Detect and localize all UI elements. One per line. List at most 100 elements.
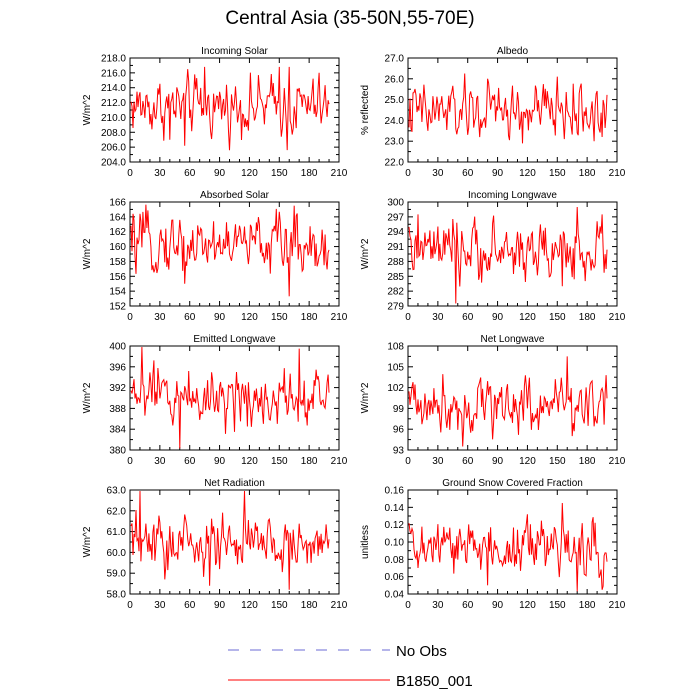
- y-axis-label-albedo: % reflected: [360, 85, 371, 135]
- x-tick-label: 90: [492, 600, 504, 611]
- y-axis-label-net-longwave: W/m^2: [360, 382, 371, 413]
- y-tick-label: 300: [387, 198, 404, 209]
- legend-label-b1850-001: B1850_001: [396, 673, 473, 690]
- series-line-b1850-001-incoming-longwave: [408, 206, 608, 304]
- y-tick-label: 216.0: [101, 68, 126, 79]
- panel-title-incoming-solar: Incoming Solar: [201, 46, 268, 57]
- x-tick-label: 180: [301, 312, 318, 323]
- panel-title-absorbed-solar: Absorbed Solar: [200, 190, 270, 201]
- y-tick-label: 164: [109, 212, 126, 223]
- y-tick-label: 208.0: [101, 128, 126, 139]
- x-tick-label: 30: [432, 456, 444, 467]
- y-tick-label: 282: [387, 287, 404, 298]
- x-tick-label: 0: [405, 456, 411, 467]
- x-tick-label: 120: [519, 168, 536, 179]
- panel-title-net-longwave: Net Longwave: [481, 334, 545, 345]
- series-line-b1850-001-absorbed-solar: [130, 204, 330, 297]
- figure-title: Central Asia (35-50N,55-70E): [225, 8, 475, 29]
- y-tick-label: 105: [387, 362, 404, 373]
- y-tick-label: 152: [109, 302, 126, 313]
- panel-title-incoming-longwave: Incoming Longwave: [468, 190, 557, 201]
- y-tick-label: 62.0: [107, 506, 127, 517]
- x-tick-label: 210: [609, 456, 626, 467]
- y-tick-label: 25.0: [385, 95, 405, 106]
- panel-title-net-radiation: Net Radiation: [204, 478, 265, 489]
- y-tick-label: 96: [393, 425, 405, 436]
- x-tick-label: 30: [432, 168, 444, 179]
- x-tick-label: 150: [271, 456, 288, 467]
- y-tick-label: 0.14: [385, 503, 405, 514]
- y-tick-label: 392: [109, 383, 126, 394]
- x-tick-label: 180: [579, 600, 596, 611]
- x-tick-label: 0: [405, 600, 411, 611]
- x-tick-label: 150: [549, 456, 566, 467]
- y-tick-label: 158: [109, 257, 126, 268]
- y-tick-label: 291: [387, 242, 404, 253]
- y-tick-label: 0.12: [385, 520, 405, 531]
- y-tick-label: 61.0: [107, 527, 127, 538]
- y-tick-label: 0.06: [385, 572, 405, 583]
- y-tick-label: 160: [109, 242, 126, 253]
- y-tick-label: 285: [387, 272, 404, 283]
- x-tick-label: 0: [405, 312, 411, 323]
- x-tick-label: 210: [331, 168, 348, 179]
- x-tick-label: 30: [432, 600, 444, 611]
- series-line-b1850-001-emitted-longwave: [130, 346, 330, 449]
- y-tick-label: 388: [109, 404, 126, 415]
- x-tick-label: 120: [241, 312, 258, 323]
- x-tick-label: 90: [492, 312, 504, 323]
- series-line-b1850-001-albedo: [408, 73, 608, 144]
- y-tick-label: 63.0: [107, 486, 127, 497]
- y-tick-label: 22.0: [385, 158, 405, 169]
- x-tick-label: 150: [271, 600, 288, 611]
- y-tick-label: 384: [109, 425, 126, 436]
- x-tick-label: 180: [301, 600, 318, 611]
- y-tick-label: 60.0: [107, 548, 127, 559]
- y-tick-label: 102: [387, 383, 404, 394]
- x-tick-label: 120: [241, 456, 258, 467]
- y-tick-label: 279: [387, 302, 404, 313]
- plot-frame-emitted-longwave: [129, 345, 340, 451]
- y-tick-label: 218.0: [101, 54, 126, 65]
- x-tick-label: 90: [214, 456, 226, 467]
- x-tick-label: 90: [492, 168, 504, 179]
- x-tick-label: 180: [579, 456, 596, 467]
- y-tick-label: 166: [109, 198, 126, 209]
- y-tick-label: 396: [109, 362, 126, 373]
- panel-title-ground-snow-covered-fraction: Ground Snow Covered Fraction: [442, 478, 583, 489]
- x-tick-label: 210: [609, 600, 626, 611]
- y-tick-label: 0.16: [385, 486, 405, 497]
- x-tick-label: 120: [241, 600, 258, 611]
- x-tick-label: 0: [127, 600, 133, 611]
- y-tick-label: 93: [393, 446, 405, 457]
- y-axis-label-net-radiation: W/m^2: [82, 526, 93, 557]
- x-tick-label: 90: [214, 168, 226, 179]
- x-tick-label: 180: [579, 312, 596, 323]
- x-tick-label: 120: [519, 456, 536, 467]
- x-tick-label: 180: [301, 168, 318, 179]
- x-tick-label: 150: [549, 168, 566, 179]
- x-tick-label: 210: [331, 312, 348, 323]
- x-tick-label: 60: [184, 168, 196, 179]
- x-tick-label: 120: [519, 312, 536, 323]
- y-tick-label: 59.0: [107, 569, 127, 580]
- y-tick-label: 26.0: [385, 74, 405, 85]
- x-tick-label: 210: [609, 312, 626, 323]
- y-tick-label: 108: [387, 342, 404, 353]
- x-tick-label: 60: [184, 456, 196, 467]
- x-tick-label: 150: [549, 312, 566, 323]
- y-tick-label: 206.0: [101, 143, 126, 154]
- x-tick-label: 120: [241, 168, 258, 179]
- y-axis-label-emitted-longwave: W/m^2: [82, 382, 93, 413]
- x-tick-label: 90: [214, 312, 226, 323]
- y-tick-label: 156: [109, 272, 126, 283]
- x-tick-label: 30: [154, 600, 166, 611]
- series-line-b1850-001-incoming-solar: [130, 66, 330, 151]
- y-tick-label: 214.0: [101, 83, 126, 94]
- y-tick-label: 23.0: [385, 137, 405, 148]
- y-tick-label: 297: [387, 212, 404, 223]
- x-tick-label: 60: [184, 312, 196, 323]
- y-tick-label: 210.0: [101, 113, 126, 124]
- y-axis-label-incoming-solar: W/m^2: [82, 94, 93, 125]
